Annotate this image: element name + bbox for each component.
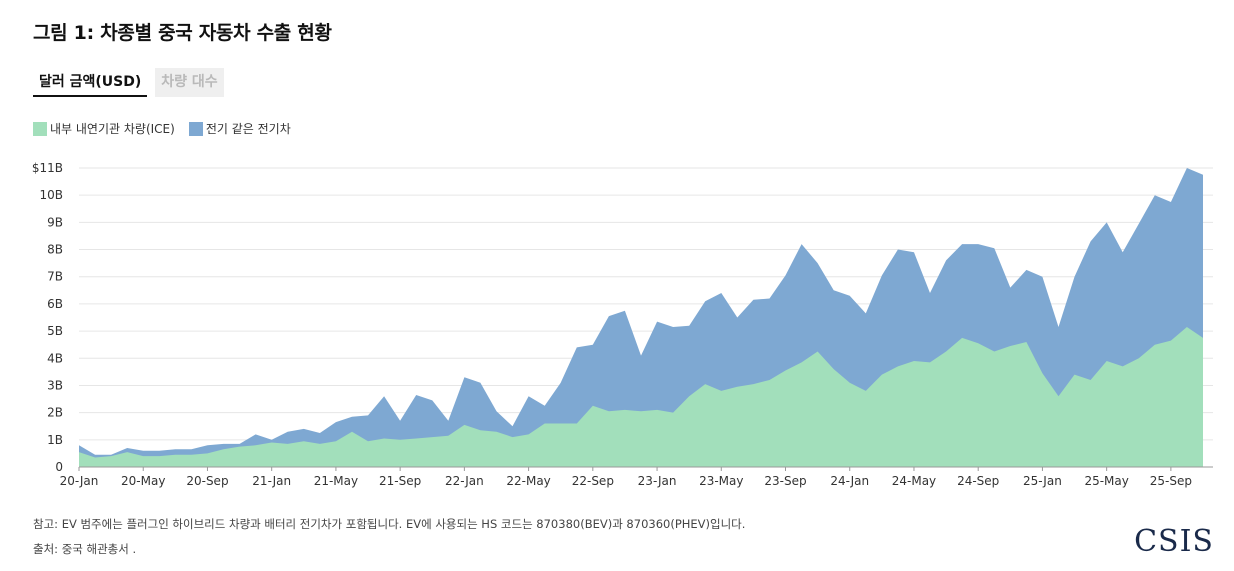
x-tick-label: 23-Sep	[764, 474, 806, 488]
legend: 내부 내연기관 차량(ICE) 전기 같은 전기차	[33, 120, 291, 137]
x-tick-label: 20-May	[121, 474, 165, 488]
x-tick-label: 23-Jan	[638, 474, 677, 488]
x-tick-label: 22-Sep	[572, 474, 614, 488]
x-tick-label: 24-May	[892, 474, 936, 488]
legend-item-ice[interactable]: 내부 내연기관 차량(ICE)	[33, 120, 175, 137]
legend-label-ice: 내부 내연기관 차량(ICE)	[50, 122, 175, 136]
tab-bar: 달러 금액(USD) 차량 대수	[33, 68, 224, 97]
y-tick-label: 10B	[39, 188, 63, 202]
y-tick-label: 1B	[47, 433, 63, 447]
y-tick-label: 6B	[47, 297, 63, 311]
area-series-ice	[79, 327, 1203, 467]
y-tick-label: 7B	[47, 270, 63, 284]
x-tick-label: 20-Sep	[186, 474, 228, 488]
y-tick-label: 9B	[47, 215, 63, 229]
x-tick-label: 20-Jan	[60, 474, 99, 488]
csis-logo: CSIS	[1134, 524, 1214, 559]
y-tick-label: $11B	[32, 161, 63, 175]
x-tick-label: 23-May	[699, 474, 743, 488]
x-tick-label: 25-Sep	[1150, 474, 1192, 488]
y-tick-label: 2B	[47, 406, 63, 420]
legend-swatch-ev	[188, 121, 203, 136]
x-tick-label: 21-May	[314, 474, 358, 488]
chart-title: 그림 1: 차종별 중국 자동차 수출 현황	[33, 22, 332, 44]
y-tick-label: 5B	[47, 324, 63, 338]
x-tick-label: 25-May	[1084, 474, 1128, 488]
x-tick-label: 22-May	[506, 474, 550, 488]
legend-item-ev[interactable]: 전기 같은 전기차	[188, 120, 291, 137]
legend-label-ev: 전기 같은 전기차	[205, 122, 291, 136]
chart-note: 참고: EV 범주에는 플러그인 하이브리드 차량과 배터리 전기차가 포함됩니…	[33, 517, 746, 531]
y-tick-label: 0	[55, 460, 63, 474]
x-tick-label: 25-Jan	[1023, 474, 1062, 488]
y-tick-label: 8B	[47, 243, 63, 257]
tab-vehicle-count[interactable]: 차량 대수	[155, 68, 224, 97]
area-chart: 0 1B 2B 3B 4B 5B 6B 7B 8B 9B 10B $11B 20-Jan 20-May 20…	[32, 161, 1213, 488]
x-tick-label: 24-Jan	[830, 474, 869, 488]
chart-source: 출처: 중국 해관총서 .	[33, 542, 137, 556]
x-tick-label: 21-Sep	[379, 474, 421, 488]
tab-usd[interactable]: 달러 금액(USD)	[33, 68, 148, 97]
y-tick-label: 3B	[47, 378, 63, 392]
x-tick-label: 22-Jan	[445, 474, 484, 488]
x-tick-label: 21-Jan	[252, 474, 291, 488]
y-tick-label: 4B	[47, 351, 63, 365]
legend-swatch-ice	[33, 121, 47, 136]
x-tick-label: 24-Sep	[957, 474, 999, 488]
